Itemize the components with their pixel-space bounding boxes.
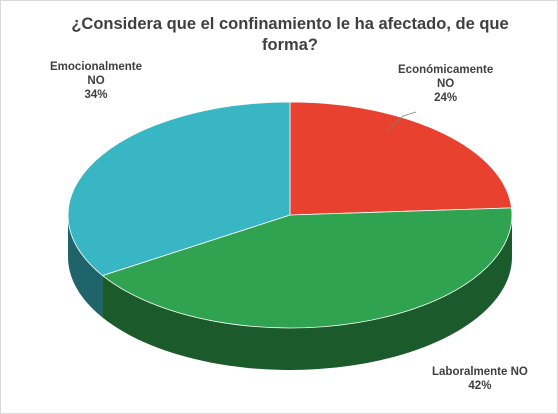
data-label-economico: Económicamente NO 24% (398, 63, 493, 105)
data-label-laboral-value: 42% (468, 380, 492, 392)
chart-title: ¿Considera que el confinamiento le ha af… (40, 14, 540, 56)
data-label-emocional: Emocionalmente NO 34% (50, 60, 142, 102)
data-label-economico-value: 24% (434, 92, 458, 104)
data-label-laboral-name1: Laboralmente NO (432, 366, 528, 378)
data-label-emocional-name1: Emocionalmente (50, 61, 143, 73)
chart-title-line1: ¿Considera que el confinamiento le ha af… (71, 15, 509, 33)
pie-slice-economico (289, 101, 513, 216)
chart-title-line2: forma? (262, 36, 318, 54)
pie-slice-emocional (67, 101, 291, 276)
pie-side-emocional (68, 215, 103, 318)
pie-slice-laboral (101, 207, 513, 329)
data-label-laboral: Laboralmente NO 42% (432, 365, 528, 393)
leader-line-economico (385, 111, 417, 133)
pie-side-laboral (102, 215, 512, 371)
data-label-economico-name2: NO (436, 78, 455, 90)
data-label-economico-name1: Económicamente (398, 64, 494, 76)
data-label-emocional-name2: NO (87, 75, 105, 87)
data-label-emocional-value: 34% (84, 89, 108, 101)
